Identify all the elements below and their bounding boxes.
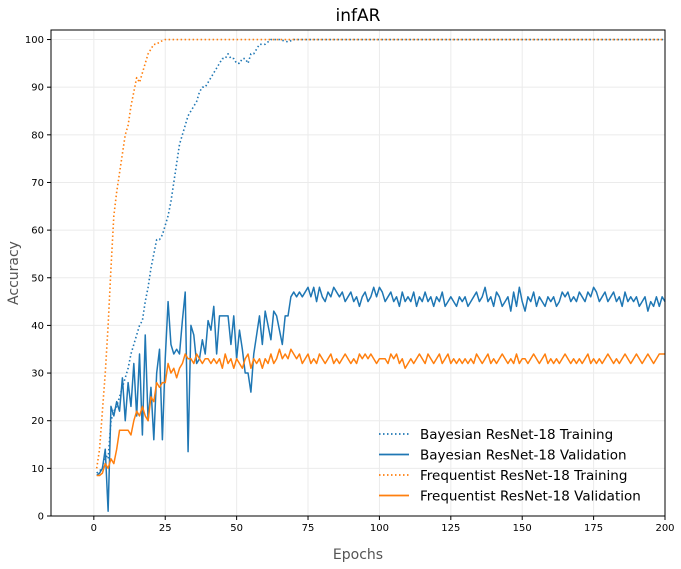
legend-label: Frequentist ResNet-18 Validation <box>420 489 641 505</box>
y-tick-label: 0 <box>38 512 44 523</box>
x-tick-label: 100 <box>370 523 389 534</box>
legend: Bayesian ResNet-18 Training Bayesian ResN… <box>379 427 641 505</box>
series-line-4 <box>96 348 665 477</box>
y-tick-label: 60 <box>31 226 44 237</box>
y-tick-label: 20 <box>31 416 44 427</box>
x-tick-label: 75 <box>302 523 315 534</box>
legend-label: Frequentist ResNet-18 Training <box>420 468 627 484</box>
y-tick-label: 40 <box>31 321 44 332</box>
x-axis-title: Epochs <box>333 547 383 563</box>
y-tick-label: 70 <box>31 178 44 189</box>
x-tick-label: 0 <box>91 523 97 534</box>
y-tick-label: 10 <box>31 464 44 475</box>
series-line-1 <box>96 38 665 474</box>
series-lines <box>95 38 666 512</box>
legend-label: Bayesian ResNet-18 Training <box>420 427 613 443</box>
legend-label: Bayesian ResNet-18 Validation <box>420 448 627 464</box>
chart-title: infAR <box>336 6 381 26</box>
x-tick-label: 200 <box>655 523 674 534</box>
series-line-2 <box>96 286 666 512</box>
x-tick-label: 25 <box>159 523 172 534</box>
y-tick-label: 100 <box>25 35 44 46</box>
plot-frame <box>50 29 666 517</box>
y-tick-label: 50 <box>31 273 44 284</box>
x-tick-label: 150 <box>513 523 532 534</box>
series-line-3 <box>95 38 665 469</box>
axis-ticks: 0 25 50 75 100 125 150 175 200 0 10 20 30 40 50 60 70 80 9… <box>25 35 675 534</box>
y-tick-label: 90 <box>31 83 44 94</box>
y-axis-title: Accuracy <box>6 241 22 305</box>
x-tick-label: 175 <box>584 523 603 534</box>
y-tick-label: 80 <box>31 130 44 141</box>
grid <box>51 30 666 517</box>
x-tick-label: 50 <box>230 523 243 534</box>
x-tick-label: 125 <box>441 523 460 534</box>
y-tick-label: 30 <box>31 369 44 380</box>
